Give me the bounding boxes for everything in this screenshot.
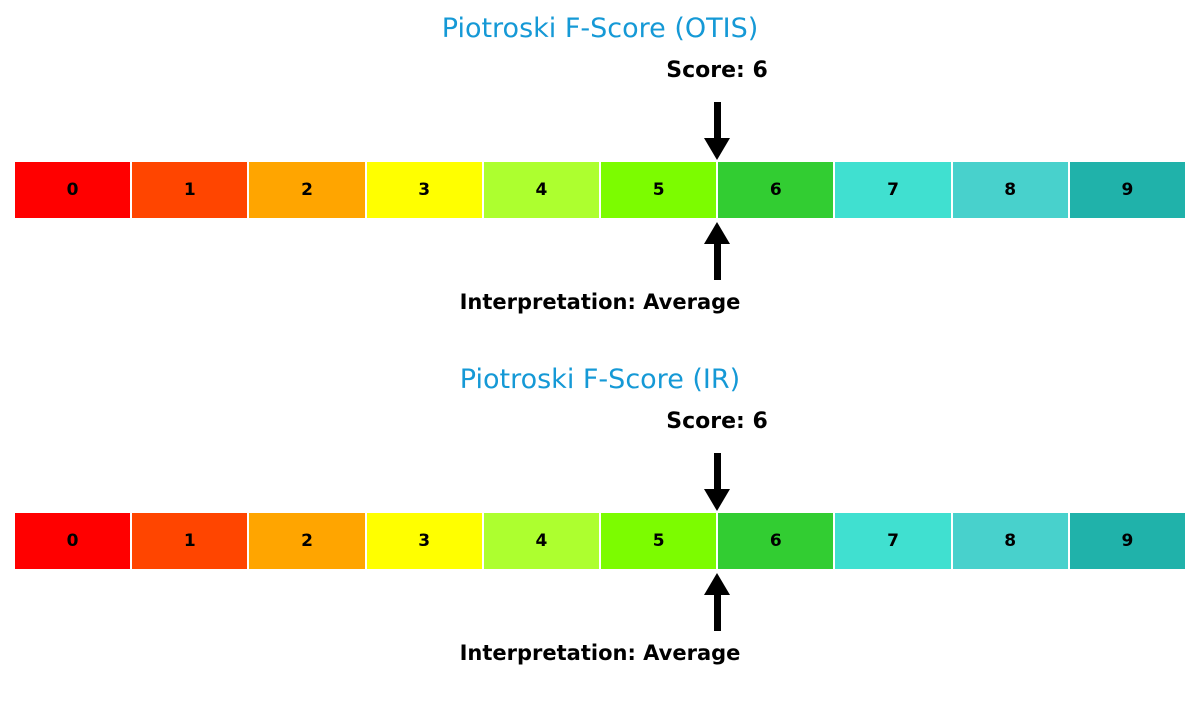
score-marker-arrow-down-icon: [704, 102, 730, 160]
scale-cell-label: 2: [301, 531, 313, 551]
scale-cell-label: 3: [418, 531, 431, 551]
scale-cell-label: 1: [183, 531, 196, 551]
scale-cell-0: 0: [15, 162, 131, 218]
score-label: Score: 6: [666, 409, 768, 434]
scale-cell-1: 1: [132, 513, 248, 569]
fscore-chart-ir: Piotroski F-Score (IR) Score: 6 0 1 2 3 4 5 6 7…: [0, 351, 1200, 702]
arrow-head: [704, 489, 730, 511]
scale-cell-5: 5: [601, 513, 717, 569]
scale-cell-label: 2: [301, 180, 313, 200]
arrow-shaft: [713, 595, 721, 631]
fscore-chart-otis: Piotroski F-Score (OTIS) Score: 6 0 1 2 3 4 5…: [15, 13, 1186, 314]
chart-title: Piotroski F-Score (IR): [459, 364, 741, 395]
scale-cell-6: 6: [718, 162, 834, 218]
scale-cell-label: 9: [1121, 531, 1134, 551]
scale-cell-4: 4: [483, 162, 600, 218]
scale-cell-label: 9: [1121, 180, 1134, 200]
score-marker-arrow-up-icon: [704, 573, 730, 631]
arrow-head: [704, 573, 730, 595]
score-label: Score: 6: [666, 58, 768, 83]
arrow-shaft: [713, 102, 721, 138]
scale-cell-3: 3: [366, 162, 482, 218]
scale-cell-4: 4: [483, 513, 600, 569]
fscore-scale: 0 1 2 3 4 5 6 7 8 9: [15, 162, 1186, 218]
scale-cell-label: 7: [887, 180, 899, 200]
arrow-shaft: [713, 244, 721, 280]
scale-cell-7: 7: [835, 162, 951, 218]
scale-cell-label: 1: [183, 180, 196, 200]
scale-cell-label: 4: [535, 180, 548, 200]
fscore-scale: 0 1 2 3 4 5 6 7 8 9: [15, 513, 1186, 569]
scale-cell-label: 4: [535, 531, 548, 551]
scale-cell-label: 3: [418, 180, 431, 200]
scale-cell-5: 5: [601, 162, 717, 218]
scale-cell-label: 5: [652, 180, 665, 200]
scale-cell-0: 0: [15, 513, 131, 569]
arrow-shaft: [713, 453, 721, 489]
arrow-head: [704, 222, 730, 244]
scale-cell-label: 6: [769, 531, 782, 551]
scale-cell-6: 6: [718, 513, 834, 569]
scale-cell-3: 3: [366, 513, 482, 569]
scale-cell-8: 8: [952, 513, 1068, 569]
scale-cell-7: 7: [835, 513, 951, 569]
scale-cell-label: 0: [66, 531, 79, 551]
interpretation-label: Interpretation: Average: [459, 641, 741, 665]
scale-cell-label: 0: [66, 180, 79, 200]
arrow-head: [704, 138, 730, 160]
chart-title: Piotroski F-Score (OTIS): [441, 13, 759, 44]
scale-cell-label: 8: [1004, 531, 1017, 551]
scale-cell-label: 5: [652, 531, 665, 551]
scale-cell-2: 2: [249, 162, 365, 218]
scale-cell-2: 2: [249, 513, 365, 569]
score-marker-arrow-up-icon: [704, 222, 730, 280]
interpretation-label: Interpretation: Average: [459, 290, 741, 314]
score-marker-arrow-down-icon: [704, 453, 730, 511]
scale-cell-label: 6: [769, 180, 782, 200]
scale-cell-1: 1: [132, 162, 248, 218]
scale-cell-label: 8: [1004, 180, 1017, 200]
scale-cell-8: 8: [952, 162, 1068, 218]
scale-cell-9: 9: [1069, 513, 1186, 569]
scale-cell-9: 9: [1069, 162, 1186, 218]
scale-cell-label: 7: [887, 531, 899, 551]
